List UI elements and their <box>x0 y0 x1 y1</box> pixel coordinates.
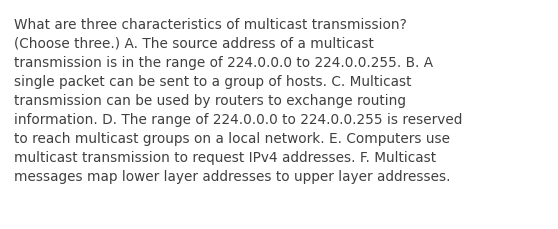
Text: What are three characteristics of multicast transmission?
(Choose three.) A. The: What are three characteristics of multic… <box>14 18 463 183</box>
